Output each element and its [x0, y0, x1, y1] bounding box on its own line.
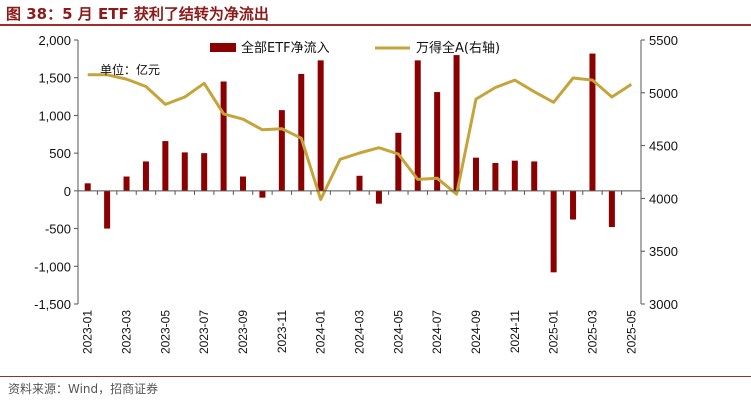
left-tick-label: -1,500	[34, 297, 71, 312]
left-tick-label: 1,500	[38, 71, 71, 86]
right-tick-label: 5500	[649, 33, 678, 48]
bar	[181, 152, 188, 191]
bar	[123, 176, 130, 191]
bar	[492, 162, 499, 191]
legend-bar-label: 全部ETF净流入	[241, 40, 330, 56]
x-tick-label: 2023-07	[197, 310, 211, 354]
bar	[104, 190, 111, 229]
right-tick-label: 3000	[649, 297, 678, 312]
left-tick-label: -1,000	[34, 259, 71, 274]
bar	[162, 141, 169, 191]
left-tick-label: 1,000	[38, 108, 71, 123]
x-tick-label: 2025-05	[624, 310, 638, 354]
bar	[317, 60, 324, 191]
bar-series	[84, 53, 615, 273]
figure-title: 图 38：5 月 ETF 获利了结转为净流出	[6, 5, 269, 23]
bar	[84, 183, 91, 191]
bar	[395, 132, 402, 191]
legend: 全部ETF净流入 万得全A(右轴)	[210, 40, 500, 56]
bar	[531, 161, 538, 191]
left-tick-label: 500	[49, 146, 71, 161]
legend-line-label: 万得全A(右轴)	[416, 40, 500, 56]
x-tick-label: 2023-11	[275, 310, 289, 353]
bar	[356, 175, 363, 191]
x-tick-label: 2025-03	[585, 310, 599, 354]
source-note: 资料来源：Wind，招商证券	[8, 382, 159, 396]
bar	[608, 190, 615, 228]
bar	[570, 190, 577, 220]
bar	[220, 81, 227, 191]
x-tick-label: 2024-11	[508, 310, 522, 353]
bar	[472, 157, 479, 191]
x-tick-label: 2023-03	[120, 310, 134, 354]
bar	[201, 153, 208, 191]
left-tick-label: 2,000	[38, 33, 71, 48]
bar	[259, 190, 266, 198]
title-rule	[0, 24, 751, 26]
bar	[142, 161, 149, 191]
x-tick-label: 2024-07	[430, 310, 444, 354]
x-tick-label: 2025-01	[547, 310, 561, 354]
legend-bar-swatch	[210, 43, 236, 52]
bar	[278, 110, 285, 191]
x-tick-label: 2024-01	[314, 310, 328, 354]
right-tick-label: 5000	[649, 86, 678, 101]
footer-rule	[0, 376, 751, 377]
bar	[375, 190, 382, 204]
bar	[550, 190, 557, 273]
bar	[434, 92, 441, 191]
right-tick-label: 4500	[649, 139, 678, 154]
index-line	[87, 73, 633, 201]
bar	[589, 53, 596, 191]
unit-label: 单位：亿元	[100, 62, 160, 77]
left-tick-label: -500	[45, 222, 71, 237]
bar	[240, 176, 247, 191]
axes: 2,0001,5001,0005000-500-1,000-1,50055005…	[34, 33, 678, 354]
right-tick-label: 4000	[649, 191, 678, 206]
x-tick-label: 2024-09	[469, 310, 483, 354]
bar	[511, 160, 518, 191]
x-tick-label: 2023-05	[158, 310, 172, 354]
bar	[453, 55, 460, 191]
bar	[414, 60, 421, 191]
right-tick-label: 3500	[649, 244, 678, 259]
line-series	[87, 73, 633, 201]
left-tick-label: 0	[64, 184, 71, 199]
x-tick-label: 2023-01	[81, 310, 95, 354]
x-tick-label: 2023-09	[236, 310, 250, 354]
x-tick-label: 2024-03	[353, 310, 367, 354]
x-tick-label: 2024-05	[391, 310, 405, 354]
bar	[298, 73, 305, 191]
